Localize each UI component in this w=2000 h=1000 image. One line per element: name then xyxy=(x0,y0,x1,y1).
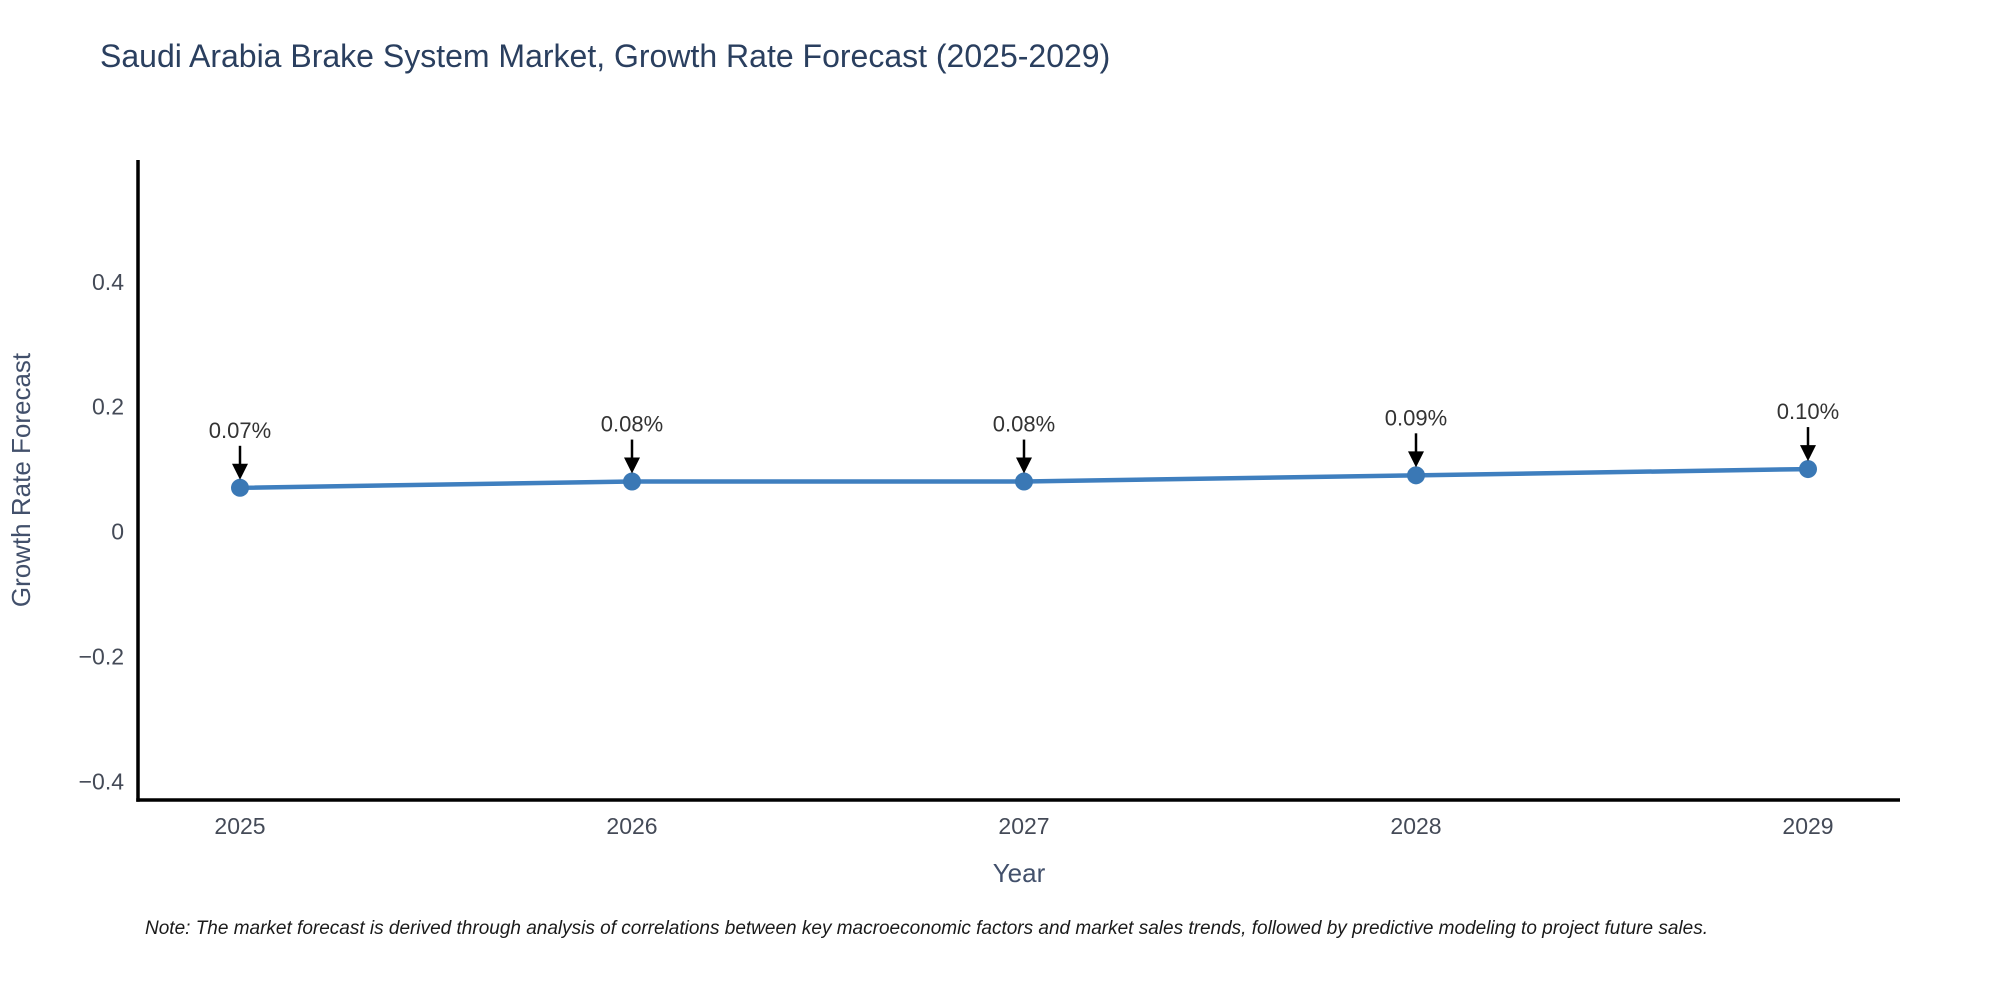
chart-title: Saudi Arabia Brake System Market, Growth… xyxy=(100,38,1111,74)
data-point-marker[interactable] xyxy=(1015,472,1033,491)
point-annotation-label: 0.08% xyxy=(993,412,1055,437)
point-annotation-label: 0.09% xyxy=(1385,405,1447,430)
data-point-marker[interactable] xyxy=(1799,460,1817,479)
chart-footnote: Note: The market forecast is derived thr… xyxy=(145,918,1708,939)
annotation-arrow-head xyxy=(1800,445,1816,462)
annotation-arrow-head xyxy=(1408,451,1424,468)
point-annotation-label: 0.07% xyxy=(209,418,271,443)
x-tick-label: 2028 xyxy=(1390,813,1441,839)
point-annotation-label: 0.08% xyxy=(601,412,663,437)
point-annotation-label: 0.10% xyxy=(1777,399,1839,424)
x-tick-label: 2025 xyxy=(214,813,265,839)
data-point-marker[interactable] xyxy=(1407,466,1425,485)
data-point-marker[interactable] xyxy=(623,472,641,491)
y-tick-label: −0.2 xyxy=(79,643,124,669)
annotation-arrow-head xyxy=(624,457,640,474)
x-tick-label: 2026 xyxy=(606,813,657,839)
y-axis-title: Growth Rate Forecast xyxy=(6,352,36,607)
data-point-marker[interactable] xyxy=(231,478,249,497)
y-tick-label: 0.2 xyxy=(92,394,124,420)
x-axis-title: Year xyxy=(993,858,1046,888)
annotation-arrow-head xyxy=(1016,457,1032,474)
y-tick-label: 0.4 xyxy=(92,269,124,295)
x-tick-label: 2027 xyxy=(998,813,1049,839)
annotation-arrow-head xyxy=(232,463,248,480)
y-tick-label: 0 xyxy=(111,519,124,545)
x-tick-label: 2029 xyxy=(1782,813,1833,839)
y-tick-label: −0.4 xyxy=(79,768,125,794)
